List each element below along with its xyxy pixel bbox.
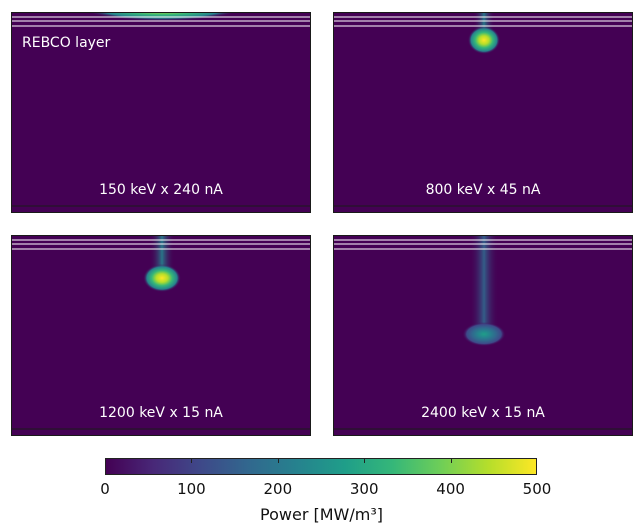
bragg-peak <box>462 322 506 347</box>
bragg-peak <box>467 26 501 55</box>
colorbar <box>105 458 537 475</box>
colorbar-label: Power [MW/m³] <box>260 505 383 524</box>
heatmap-svg <box>334 236 632 430</box>
beam-track <box>469 236 499 335</box>
heatmap-svg <box>12 236 310 430</box>
panel-label: 800 keV x 45 nA <box>425 182 541 198</box>
panel-label: 150 keV x 240 nA <box>99 182 223 198</box>
rebco-layer-label: REBCO layer <box>22 35 111 51</box>
panel-label: 1200 keV x 15 nA <box>99 405 223 421</box>
heatmap-panel-2400kev: 2400 keV x 15 nA <box>333 235 633 436</box>
colorbar-tick-mark <box>450 459 452 463</box>
colorbar-tick-label: 400 <box>436 480 465 498</box>
bragg-peak <box>143 264 181 293</box>
colorbar-tick-label: 100 <box>177 480 206 498</box>
colorbar-tick-label: 500 <box>522 480 552 498</box>
colorbar-tick-label: 0 <box>100 480 110 498</box>
colorbar-tick-mark <box>191 459 193 463</box>
heatmap-svg <box>12 13 310 207</box>
colorbar-tick-mark <box>277 459 279 463</box>
heatmap-panel-800kev: 800 keV x 45 nA <box>333 12 633 213</box>
colorbar-tick-label: 200 <box>263 480 293 498</box>
colorbar-tick-mark <box>364 459 366 463</box>
panel-label: 2400 keV x 15 nA <box>421 405 545 421</box>
heatmap-panel-150kev: REBCO layer 150 keV x 240 nA <box>11 12 311 213</box>
heatmap-panel-1200kev: 1200 keV x 15 nA <box>11 235 311 436</box>
colorbar-tick-label: 300 <box>349 480 379 498</box>
heatmap-svg <box>334 13 632 207</box>
